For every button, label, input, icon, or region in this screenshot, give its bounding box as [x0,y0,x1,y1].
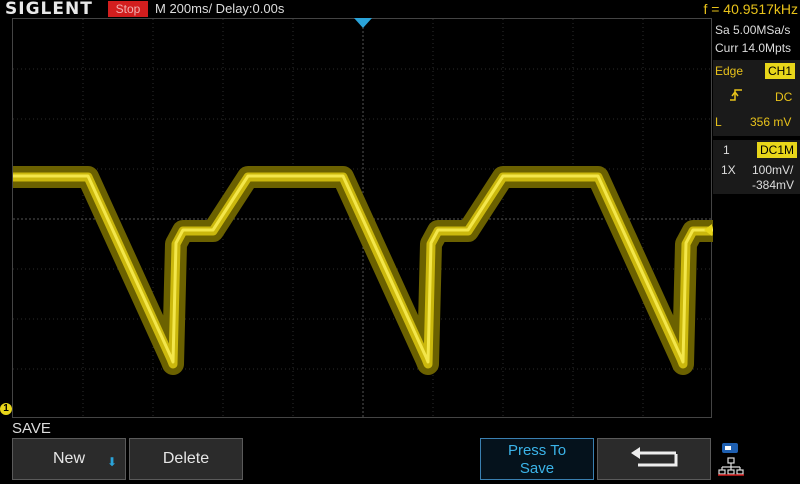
new-label: New [52,450,85,467]
trigger-level-value: 356 mV [750,115,792,129]
sample-rate: Sa 5.00MSa/s [715,23,791,37]
waveform-display[interactable] [12,18,713,419]
rising-edge-icon [729,88,743,105]
trigger-position-marker[interactable] [354,18,372,28]
timebase-readout[interactable]: M 200ms/ Delay:0.00s [155,1,285,16]
trigger-level-label: L [715,115,722,129]
waveform-grid [13,19,713,419]
ch1-offset-marker[interactable]: 1 [0,403,12,415]
trigger-coupling: DC [775,90,793,104]
channel1-panel[interactable]: 1 DC1M 1X 100mV/ -384mV [713,140,800,194]
memory-depth: Curr 14.0Mpts [715,41,792,55]
trigger-panel[interactable]: Edge CH1 DC L 356 mV [713,60,800,136]
trigger-source: CH1 [765,63,796,79]
probe-ratio: 1X [721,163,736,177]
run-stop-status[interactable]: Stop [108,1,148,17]
network-usb-icon [716,440,746,478]
back-softkey[interactable] [597,438,711,480]
trigger-type: Edge [715,64,744,78]
return-arrow-icon [631,447,678,467]
delete-softkey[interactable]: Delete [129,438,243,480]
delete-label: Delete [162,450,210,467]
menu-title: SAVE [12,420,51,437]
chevron-down-icon: ⬇ [106,455,117,469]
vertical-offset: -384mV [752,178,795,192]
channel-coupling: DC1M [757,142,798,158]
brand-logo: SIGLENT [5,0,93,19]
press-to-save-label: Press To Save [507,442,567,477]
frequency-counter: f = 40.9517kHz [703,1,798,17]
press-to-save-softkey[interactable]: Press To Save [480,438,594,480]
trigger-level-marker[interactable] [704,224,712,236]
ch1-trace [13,166,713,375]
channel-number: 1 [723,143,730,157]
status-bar: SIGLENT Stop M 200ms/ Delay:0.00s f = 40… [0,0,800,18]
new-softkey[interactable]: New ⬇ [12,438,126,480]
vertical-scale: 100mV/ [752,163,794,177]
